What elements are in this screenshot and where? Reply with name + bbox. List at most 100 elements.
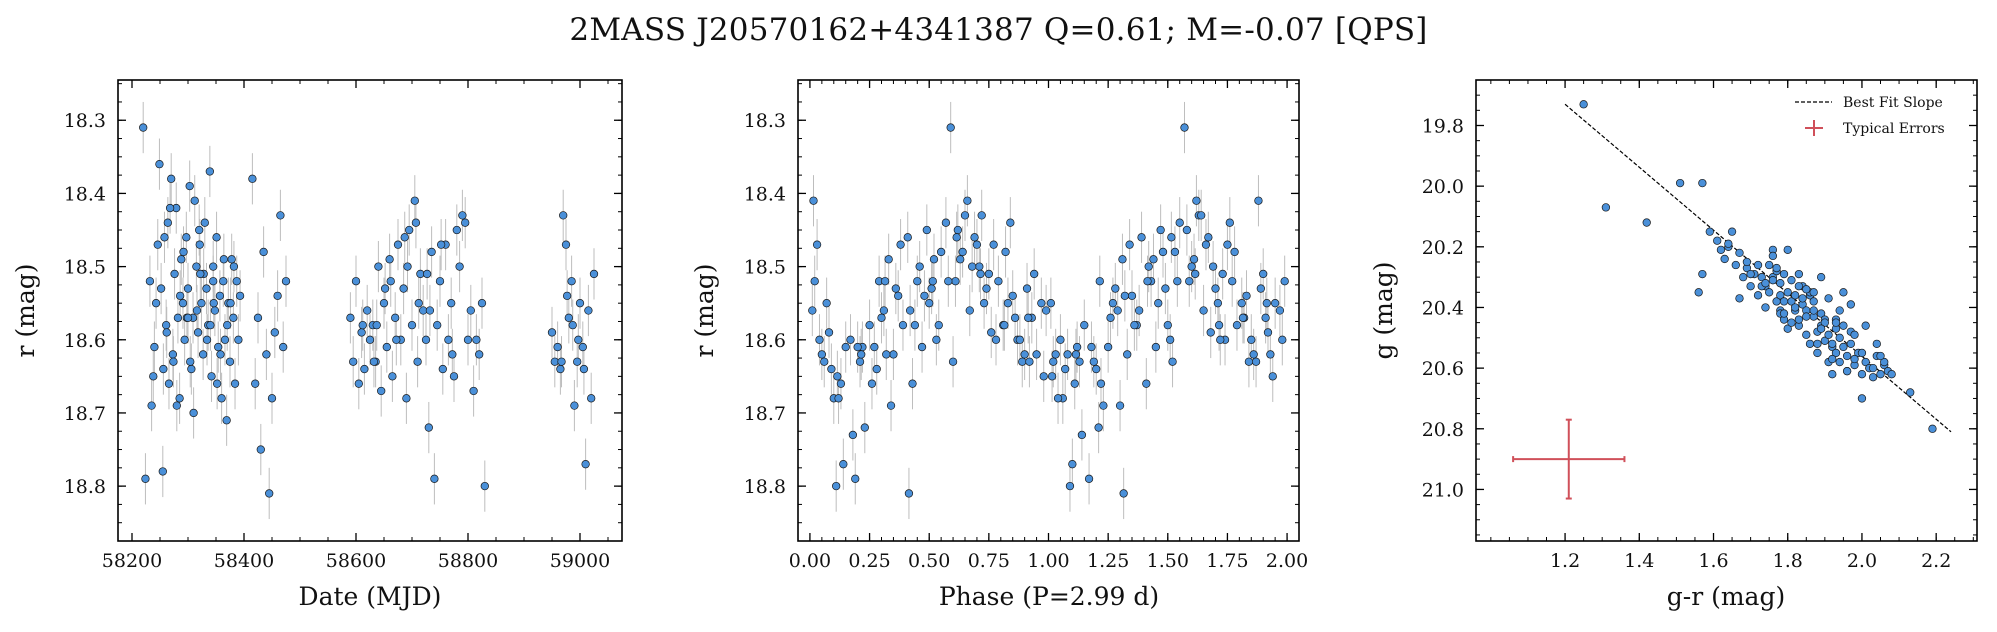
data-point	[369, 357, 379, 366]
data-point	[1167, 233, 1176, 242]
data-point	[1244, 357, 1254, 366]
x-tick-label: 2.00	[1266, 550, 1308, 572]
data-point	[1094, 423, 1103, 432]
x-tick-label: 1.4	[1624, 550, 1654, 572]
data-point	[1072, 342, 1082, 352]
data-point	[165, 203, 175, 213]
data-point	[410, 196, 419, 205]
data-point	[1724, 239, 1733, 248]
data-point	[1731, 260, 1740, 270]
x-tick-label: 1.25	[1087, 550, 1129, 572]
data-point	[1828, 370, 1837, 379]
x-tick-label: 1.6	[1698, 550, 1728, 572]
data-point	[281, 277, 291, 286]
data-point	[977, 211, 986, 220]
data-point	[463, 335, 473, 344]
data-point	[436, 240, 446, 249]
data-point	[1108, 299, 1118, 308]
x-tick-label: 2.0	[1847, 550, 1877, 572]
data-point	[1041, 306, 1051, 315]
data-point	[1170, 247, 1180, 257]
data-point	[559, 211, 568, 220]
data-point	[1197, 211, 1206, 220]
data-point	[1642, 218, 1651, 227]
data-point	[1168, 357, 1177, 366]
y-tick-label: 18.7	[744, 403, 786, 425]
data-point	[1080, 320, 1089, 330]
data-point	[1238, 313, 1248, 322]
data-point	[265, 489, 274, 498]
data-point	[162, 320, 171, 330]
data-point	[1201, 240, 1211, 249]
data-point	[1746, 282, 1755, 291]
data-point	[1056, 335, 1065, 344]
data-point	[477, 299, 487, 308]
data-point	[1816, 272, 1826, 282]
data-point	[1053, 394, 1063, 403]
data-point	[1868, 373, 1878, 382]
y-tick-label: 21.0	[1422, 479, 1464, 501]
data-point	[1022, 284, 1032, 293]
data-point	[400, 233, 409, 242]
data-point	[886, 401, 896, 410]
x-tick-label: 58600	[326, 550, 386, 572]
data-point	[205, 167, 214, 176]
data-point	[392, 335, 401, 344]
data-point	[1813, 339, 1822, 349]
data-point	[827, 364, 836, 374]
data-point	[809, 196, 818, 205]
data-point	[190, 196, 199, 205]
data-point	[215, 291, 225, 301]
data-point	[1735, 294, 1744, 303]
data-point	[1872, 339, 1881, 349]
data-point	[815, 335, 824, 344]
data-point	[1765, 288, 1774, 297]
data-point	[564, 313, 573, 322]
data-point	[141, 474, 150, 483]
data-point	[1887, 370, 1896, 379]
data-point	[180, 335, 189, 344]
data-point	[196, 269, 205, 279]
data-point	[1835, 306, 1844, 315]
data-point	[1251, 357, 1261, 366]
data-point	[461, 218, 470, 227]
data-point	[209, 299, 218, 308]
data-point	[910, 320, 920, 330]
data-point	[1075, 357, 1084, 366]
data-point	[1761, 279, 1770, 288]
data-point	[169, 357, 178, 366]
data-point	[1262, 299, 1271, 308]
data-point	[1142, 379, 1151, 388]
data-point	[466, 306, 475, 315]
data-point	[229, 313, 238, 322]
data-point	[1809, 306, 1818, 315]
data-point	[1794, 315, 1804, 324]
y-tick-label: 20.8	[1422, 419, 1464, 441]
data-point	[219, 277, 228, 286]
panel-lightcurve: 58200 58400 58600 58800 59000 18.3 18.4 18.5 18.…	[11, 79, 623, 611]
data-point	[1824, 294, 1833, 303]
data-point	[1720, 254, 1729, 264]
y-tick-label: 20.2	[1422, 237, 1464, 259]
data-point	[870, 342, 879, 352]
data-point	[1266, 350, 1275, 359]
data-point	[1791, 303, 1800, 312]
data-point	[405, 225, 414, 235]
data-point	[570, 401, 579, 410]
data-point	[932, 335, 941, 344]
data-point	[354, 379, 363, 388]
data-point	[163, 218, 172, 227]
data-point	[556, 364, 565, 374]
data-point	[1861, 357, 1870, 367]
data-point	[1037, 299, 1046, 308]
data-point	[1861, 321, 1870, 330]
data-point	[253, 313, 263, 322]
data-point	[1144, 262, 1153, 271]
data-point	[1225, 218, 1234, 227]
data-point	[1779, 269, 1789, 279]
data-point	[421, 335, 431, 344]
data-point	[1735, 248, 1744, 258]
data-point	[557, 357, 566, 366]
data-point	[574, 335, 583, 344]
data-point	[1791, 291, 1800, 300]
